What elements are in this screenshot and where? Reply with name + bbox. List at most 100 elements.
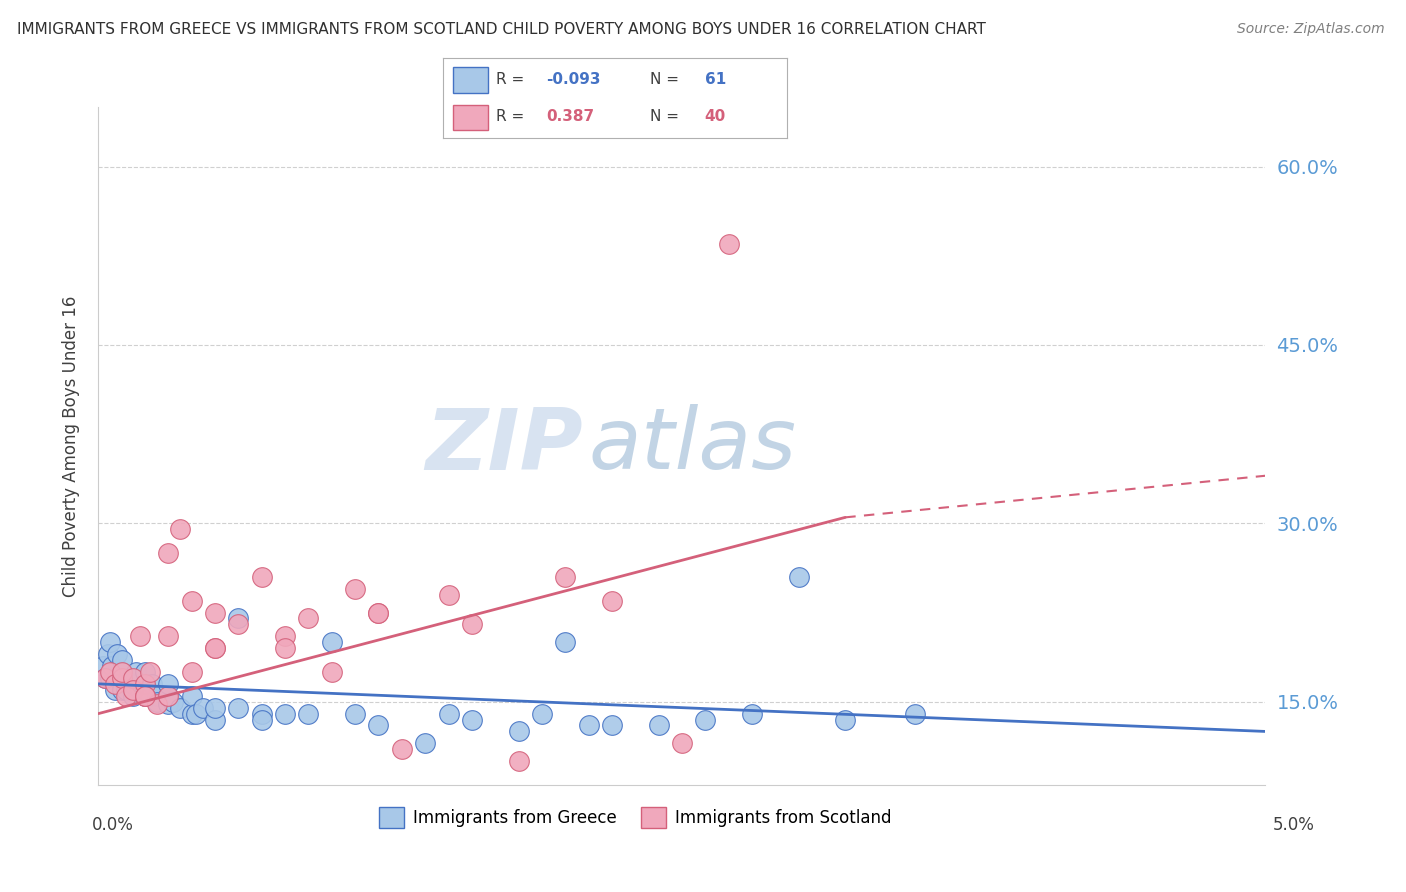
- Text: atlas: atlas: [589, 404, 797, 488]
- Point: [157, 677, 180, 691]
- Point: [717, 236, 740, 251]
- Point: [157, 546, 180, 560]
- Point: [344, 706, 367, 721]
- Text: N =: N =: [650, 72, 683, 87]
- Text: 0.387: 0.387: [546, 109, 595, 124]
- Point: [250, 713, 273, 727]
- Point: [391, 742, 413, 756]
- Point: [204, 641, 226, 656]
- Point: [134, 677, 156, 691]
- Point: [530, 706, 553, 721]
- Point: [204, 606, 226, 620]
- Point: [204, 700, 226, 714]
- Point: [91, 659, 114, 673]
- Point: [344, 582, 367, 596]
- Point: [297, 706, 319, 721]
- Point: [157, 629, 180, 643]
- Point: [741, 706, 763, 721]
- Point: [134, 677, 156, 691]
- Point: [146, 697, 169, 711]
- Point: [297, 611, 319, 625]
- Text: 0.0%: 0.0%: [91, 816, 134, 834]
- Point: [111, 671, 134, 685]
- Text: Source: ZipAtlas.com: Source: ZipAtlas.com: [1237, 22, 1385, 37]
- Text: 40: 40: [704, 109, 725, 124]
- Point: [122, 677, 145, 691]
- Point: [157, 689, 180, 703]
- Point: [146, 689, 169, 703]
- Point: [228, 617, 250, 632]
- Point: [228, 611, 250, 625]
- Point: [104, 682, 127, 697]
- Y-axis label: Child Poverty Among Boys Under 16: Child Poverty Among Boys Under 16: [62, 295, 80, 597]
- Point: [111, 653, 134, 667]
- Point: [125, 665, 148, 679]
- Point: [98, 635, 121, 649]
- Point: [139, 665, 162, 679]
- Point: [321, 635, 343, 649]
- Point: [94, 671, 117, 685]
- Point: [578, 718, 600, 732]
- Point: [600, 593, 623, 607]
- Point: [134, 689, 156, 703]
- Point: [508, 754, 530, 768]
- Point: [111, 665, 134, 679]
- Point: [180, 689, 202, 703]
- Point: [250, 570, 273, 584]
- Point: [169, 522, 191, 536]
- Point: [186, 706, 208, 721]
- Point: [600, 718, 623, 732]
- Point: [111, 682, 134, 697]
- Point: [180, 593, 202, 607]
- Point: [157, 697, 180, 711]
- Point: [274, 629, 297, 643]
- Point: [94, 671, 117, 685]
- Point: [461, 713, 484, 727]
- Point: [120, 671, 142, 685]
- Point: [134, 682, 156, 697]
- Point: [193, 700, 215, 714]
- Text: IMMIGRANTS FROM GREECE VS IMMIGRANTS FROM SCOTLAND CHILD POVERTY AMONG BOYS UNDE: IMMIGRANTS FROM GREECE VS IMMIGRANTS FRO…: [17, 22, 986, 37]
- Point: [904, 706, 927, 721]
- Point: [129, 682, 152, 697]
- Text: R =: R =: [496, 109, 530, 124]
- Point: [437, 588, 460, 602]
- FancyBboxPatch shape: [453, 104, 488, 130]
- Point: [101, 659, 124, 673]
- Point: [204, 641, 226, 656]
- Point: [554, 635, 576, 649]
- Point: [157, 689, 180, 703]
- Point: [834, 713, 856, 727]
- Legend: Immigrants from Greece, Immigrants from Scotland: Immigrants from Greece, Immigrants from …: [373, 801, 898, 834]
- Point: [671, 736, 693, 750]
- Point: [115, 689, 138, 703]
- Point: [115, 682, 138, 697]
- Point: [105, 671, 128, 685]
- Point: [139, 689, 162, 703]
- Point: [508, 724, 530, 739]
- Text: R =: R =: [496, 72, 530, 87]
- Point: [647, 718, 669, 732]
- Point: [134, 689, 156, 703]
- Text: ZIP: ZIP: [425, 404, 582, 488]
- Point: [122, 671, 145, 685]
- Point: [437, 706, 460, 721]
- Point: [98, 665, 121, 679]
- Point: [104, 677, 127, 691]
- Point: [321, 665, 343, 679]
- Point: [134, 689, 156, 703]
- Point: [169, 700, 191, 714]
- Point: [180, 706, 202, 721]
- Point: [122, 689, 145, 703]
- Text: -0.093: -0.093: [546, 72, 600, 87]
- Point: [367, 718, 389, 732]
- Point: [111, 665, 134, 679]
- Text: N =: N =: [650, 109, 683, 124]
- Text: 61: 61: [704, 72, 725, 87]
- Point: [146, 695, 169, 709]
- Text: 5.0%: 5.0%: [1272, 816, 1315, 834]
- Point: [274, 706, 297, 721]
- Point: [98, 671, 121, 685]
- Point: [129, 629, 152, 643]
- Point: [554, 570, 576, 584]
